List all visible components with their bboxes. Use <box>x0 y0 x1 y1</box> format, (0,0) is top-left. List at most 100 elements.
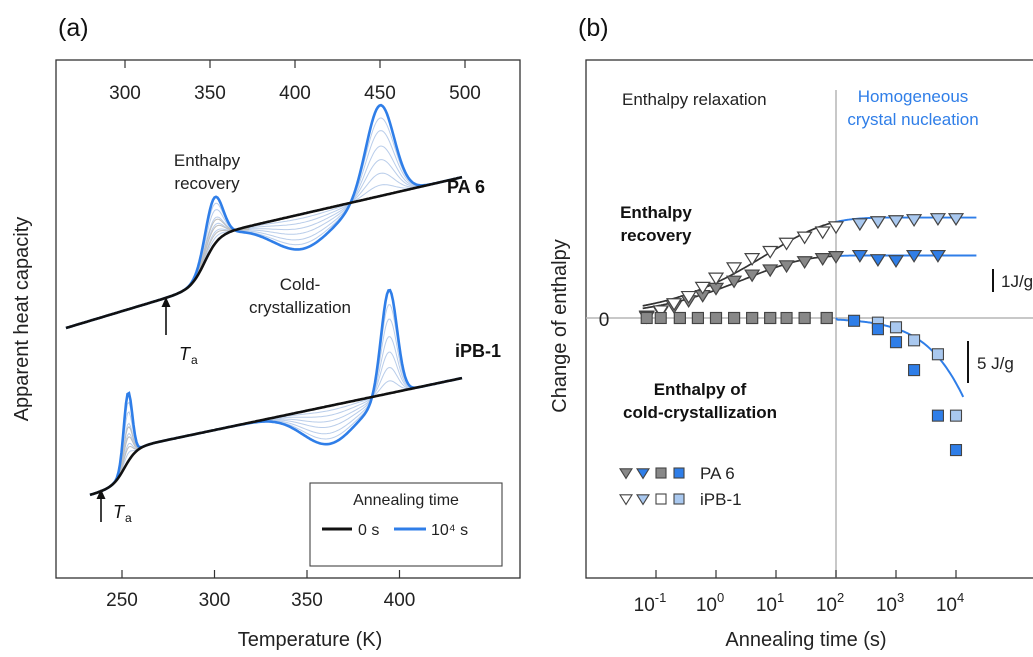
pa6-cold-cryst-marker <box>780 311 793 325</box>
pa6-label: PA 6 <box>447 177 485 197</box>
pa6-recovery-marker <box>827 251 845 264</box>
pa6-cold-cryst-marker <box>691 311 704 325</box>
legend-box <box>309 482 503 567</box>
pa6-cold-cryst-marker <box>908 364 921 377</box>
ta-ipb1-subscript: a <box>125 511 132 525</box>
x-tick-label: 10-1 <box>634 590 667 616</box>
pa6-recovery-marker <box>929 249 947 263</box>
pa6-cold-cryst-marker <box>654 311 667 325</box>
ipb1-recovery-marker <box>744 253 761 266</box>
pa6-recovery-marker <box>869 254 887 268</box>
cold-cryst-line1: Enthalpy of <box>654 380 747 399</box>
ta-pa6-subscript: a <box>191 353 198 367</box>
panel-b-y-axis-title: Change of enthalpy <box>549 239 571 412</box>
x-tick-label: 103 <box>876 590 904 616</box>
ipb1-intermediate-curve <box>89 336 463 496</box>
pa6-cold-cryst-marker <box>640 311 653 325</box>
pa6-recovery-marker <box>762 264 779 278</box>
pa6-cold-cryst-marker <box>931 409 944 422</box>
legend-ipb1-label: iPB-1 <box>700 490 742 509</box>
ipb1-recovery-marker <box>947 213 965 227</box>
top-tick-label: 450 <box>364 83 396 104</box>
ipb1-recovery-marker <box>725 262 743 276</box>
legend-ipb1-symbols <box>673 493 685 505</box>
homogeneous-line1: Homogeneous <box>858 87 969 106</box>
panel-b-frame <box>585 59 1033 579</box>
ipb1-recovery-marker <box>929 213 947 227</box>
ipb1-recovery-marker <box>814 226 831 240</box>
legend-ipb1-symbols <box>619 494 633 506</box>
ipb1-recovery-marker <box>665 298 683 312</box>
ipb1-cold-cryst-marker <box>931 348 944 361</box>
pa6-cold-cryst-marker <box>848 314 861 327</box>
pa6-cold-cryst-marker <box>728 311 741 325</box>
panel-a-y-axis-title: Apparent heat capacity <box>11 217 33 422</box>
legend-label-10e4s: 10⁴ s <box>431 522 468 539</box>
pa6-cold-cryst-marker <box>798 311 811 325</box>
ipb1-curve-0s <box>89 376 463 497</box>
panel-a-curves <box>65 103 463 497</box>
pa6-recovery-marker <box>905 249 923 263</box>
panel-b-x-axis: 10-1 100 101 102 103 104 <box>634 570 964 616</box>
pa6-curve-10e4s <box>65 103 463 330</box>
legend-ipb1-symbols <box>636 494 650 506</box>
ipb1-recovery-marker <box>905 214 923 228</box>
pa6-recovery-marker <box>778 260 795 274</box>
ipb1-label: iPB-1 <box>455 341 501 361</box>
top-tick-label: 400 <box>279 83 311 104</box>
ipb1-recovery-marker <box>707 272 725 286</box>
ipb1-intermediate-curve <box>89 377 463 496</box>
legend-pa6-symbols <box>619 468 633 480</box>
x-tick-label: 100 <box>696 590 724 616</box>
pa6-recovery-marker <box>725 275 743 289</box>
ipb1-recovery-marker <box>851 218 868 232</box>
top-tick-label: 350 <box>194 83 226 104</box>
pa6-curve-0s <box>65 175 463 330</box>
recovery-line2: recovery <box>621 226 692 245</box>
zero-tick-label: 0 <box>599 310 610 331</box>
x-tick-label: 101 <box>756 590 784 616</box>
panel-b-markers <box>638 213 965 457</box>
panel-a-top-axis: 300 350 400 450 500 <box>109 60 481 104</box>
pa6-recovery-marker <box>744 269 761 283</box>
pa6-cold-cryst-marker <box>889 336 903 349</box>
enthalpy-recovery-line1: Enthalpy <box>174 151 241 170</box>
legend-pa6-symbols <box>636 468 650 480</box>
cold-cryst-line2: cold-crystallization <box>623 403 777 422</box>
bottom-tick-label: 350 <box>291 590 323 611</box>
legend-label-0s: 0 s <box>358 522 379 539</box>
scale-bar-1-label: 1J/g <box>1001 272 1033 291</box>
panel-b-label: (b) <box>578 14 609 42</box>
pa6-recovery-marker <box>814 253 831 266</box>
top-tick-label: 300 <box>109 83 141 104</box>
enthalpy-relaxation-label: Enthalpy relaxation <box>622 90 767 109</box>
bottom-tick-label: 250 <box>106 590 138 611</box>
panel-a-frame <box>55 59 521 579</box>
panel-b-fit-curves <box>642 216 977 398</box>
x-tick-label: 104 <box>936 590 964 616</box>
scale-bar-5-label: 5 J/g <box>977 354 1014 373</box>
legend-pa6-symbols <box>673 467 685 479</box>
ipb1-intermediate-curve <box>89 304 463 496</box>
bottom-tick-label: 300 <box>199 590 231 611</box>
panel-a-label: (a) <box>58 14 89 42</box>
pa6-recovery-marker <box>887 255 905 269</box>
ipb1-cold-cryst-marker <box>908 334 921 347</box>
homogeneous-line2: crystal nucleation <box>847 110 978 129</box>
panel-a-x-axis-title: Temperature (K) <box>238 629 383 651</box>
cold-crystallization-line2: crystallization <box>249 298 351 317</box>
ipb1-recovery-marker <box>796 231 813 245</box>
pa6-cold-cryst-marker <box>764 311 777 325</box>
pa6-cold-cryst-marker <box>820 311 833 325</box>
ta-arrow-ipb1: T a <box>96 489 132 525</box>
panel-b: 10-1 100 101 102 103 104 Annealing time (s) C… <box>549 59 1033 651</box>
ipb1-intermediate-curve <box>89 318 463 496</box>
pa6-cold-cryst-marker <box>746 311 759 325</box>
pa6-recovery-marker <box>796 256 813 270</box>
pa6-cold-cryst-marker <box>871 323 884 336</box>
panel-a: 300 350 400 450 500 250 300 350 400 Temperature… <box>11 59 521 651</box>
ipb1-recovery-marker <box>762 245 779 259</box>
ipb1-recovery-marker <box>869 216 887 230</box>
ta-pa6-symbol: T <box>179 344 192 364</box>
